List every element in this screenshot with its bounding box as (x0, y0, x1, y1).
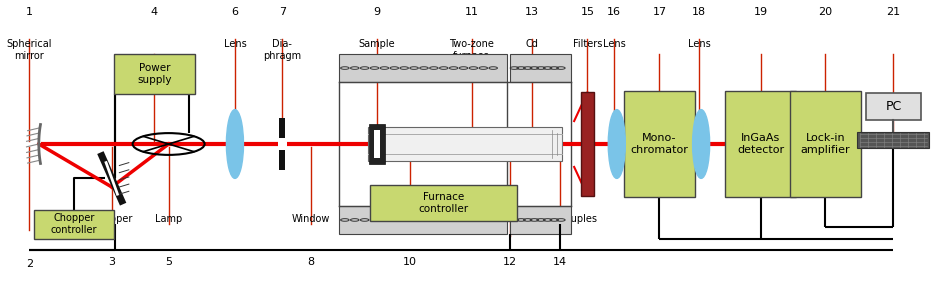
Text: 18: 18 (692, 7, 707, 17)
FancyBboxPatch shape (581, 92, 594, 196)
Text: 14: 14 (553, 257, 567, 266)
Text: Power
supply: Power supply (137, 63, 172, 85)
Ellipse shape (692, 110, 709, 178)
Text: Cd: Cd (525, 39, 538, 49)
Text: 10: 10 (403, 257, 417, 266)
Ellipse shape (226, 110, 243, 178)
Text: Lens: Lens (688, 39, 710, 49)
FancyBboxPatch shape (858, 132, 929, 147)
FancyBboxPatch shape (340, 206, 507, 234)
FancyBboxPatch shape (340, 54, 507, 82)
Text: 8: 8 (307, 257, 315, 266)
Text: 17: 17 (652, 7, 667, 17)
FancyBboxPatch shape (726, 91, 796, 197)
FancyBboxPatch shape (510, 54, 572, 82)
FancyBboxPatch shape (280, 150, 285, 170)
Text: 9: 9 (374, 7, 380, 17)
Text: Filters: Filters (573, 39, 602, 49)
Text: Lamp: Lamp (155, 214, 183, 224)
Text: 21: 21 (886, 7, 901, 17)
FancyBboxPatch shape (866, 93, 921, 120)
Text: Sample: Sample (359, 39, 396, 49)
Text: 15: 15 (580, 7, 594, 17)
Text: Window: Window (292, 214, 330, 224)
Text: 19: 19 (754, 7, 767, 17)
Text: 16: 16 (607, 7, 621, 17)
Text: 6: 6 (231, 7, 239, 17)
Text: Lens: Lens (223, 39, 246, 49)
Text: Thermocouples: Thermocouples (522, 214, 597, 224)
Text: Chopper: Chopper (91, 214, 132, 224)
Text: 11: 11 (465, 7, 478, 17)
FancyBboxPatch shape (114, 54, 195, 94)
FancyBboxPatch shape (280, 118, 285, 138)
Text: Chopper
controller: Chopper controller (50, 213, 97, 235)
FancyBboxPatch shape (33, 210, 114, 238)
Text: 3: 3 (108, 257, 115, 266)
Text: 13: 13 (525, 7, 538, 17)
Text: 5: 5 (165, 257, 172, 266)
Text: Ampule: Ampule (392, 196, 429, 206)
Text: PC: PC (885, 100, 902, 113)
FancyBboxPatch shape (368, 127, 562, 161)
Text: InGaAs
detector: InGaAs detector (737, 133, 785, 155)
Text: 2: 2 (26, 259, 33, 269)
FancyBboxPatch shape (278, 138, 287, 150)
Text: Lens: Lens (603, 39, 626, 49)
Text: Spherical
mirror: Spherical mirror (7, 39, 52, 61)
Ellipse shape (609, 110, 626, 178)
Text: 4: 4 (151, 7, 158, 17)
Text: Dia-
phragm: Dia- phragm (263, 39, 301, 61)
Text: 12: 12 (503, 257, 516, 266)
Text: Furnace
controller: Furnace controller (418, 192, 469, 214)
FancyBboxPatch shape (624, 91, 695, 197)
Text: 1: 1 (26, 7, 33, 17)
Text: Mono-
chromator: Mono- chromator (631, 133, 689, 155)
FancyBboxPatch shape (375, 130, 379, 158)
Text: 7: 7 (279, 7, 286, 17)
FancyBboxPatch shape (370, 124, 384, 164)
FancyBboxPatch shape (789, 91, 861, 197)
Text: 20: 20 (818, 7, 832, 17)
Text: Two-zone
furnace: Two-zone furnace (450, 39, 495, 61)
Text: Lock-in
amplifier: Lock-in amplifier (801, 133, 850, 155)
FancyBboxPatch shape (510, 206, 572, 234)
FancyBboxPatch shape (370, 185, 516, 221)
